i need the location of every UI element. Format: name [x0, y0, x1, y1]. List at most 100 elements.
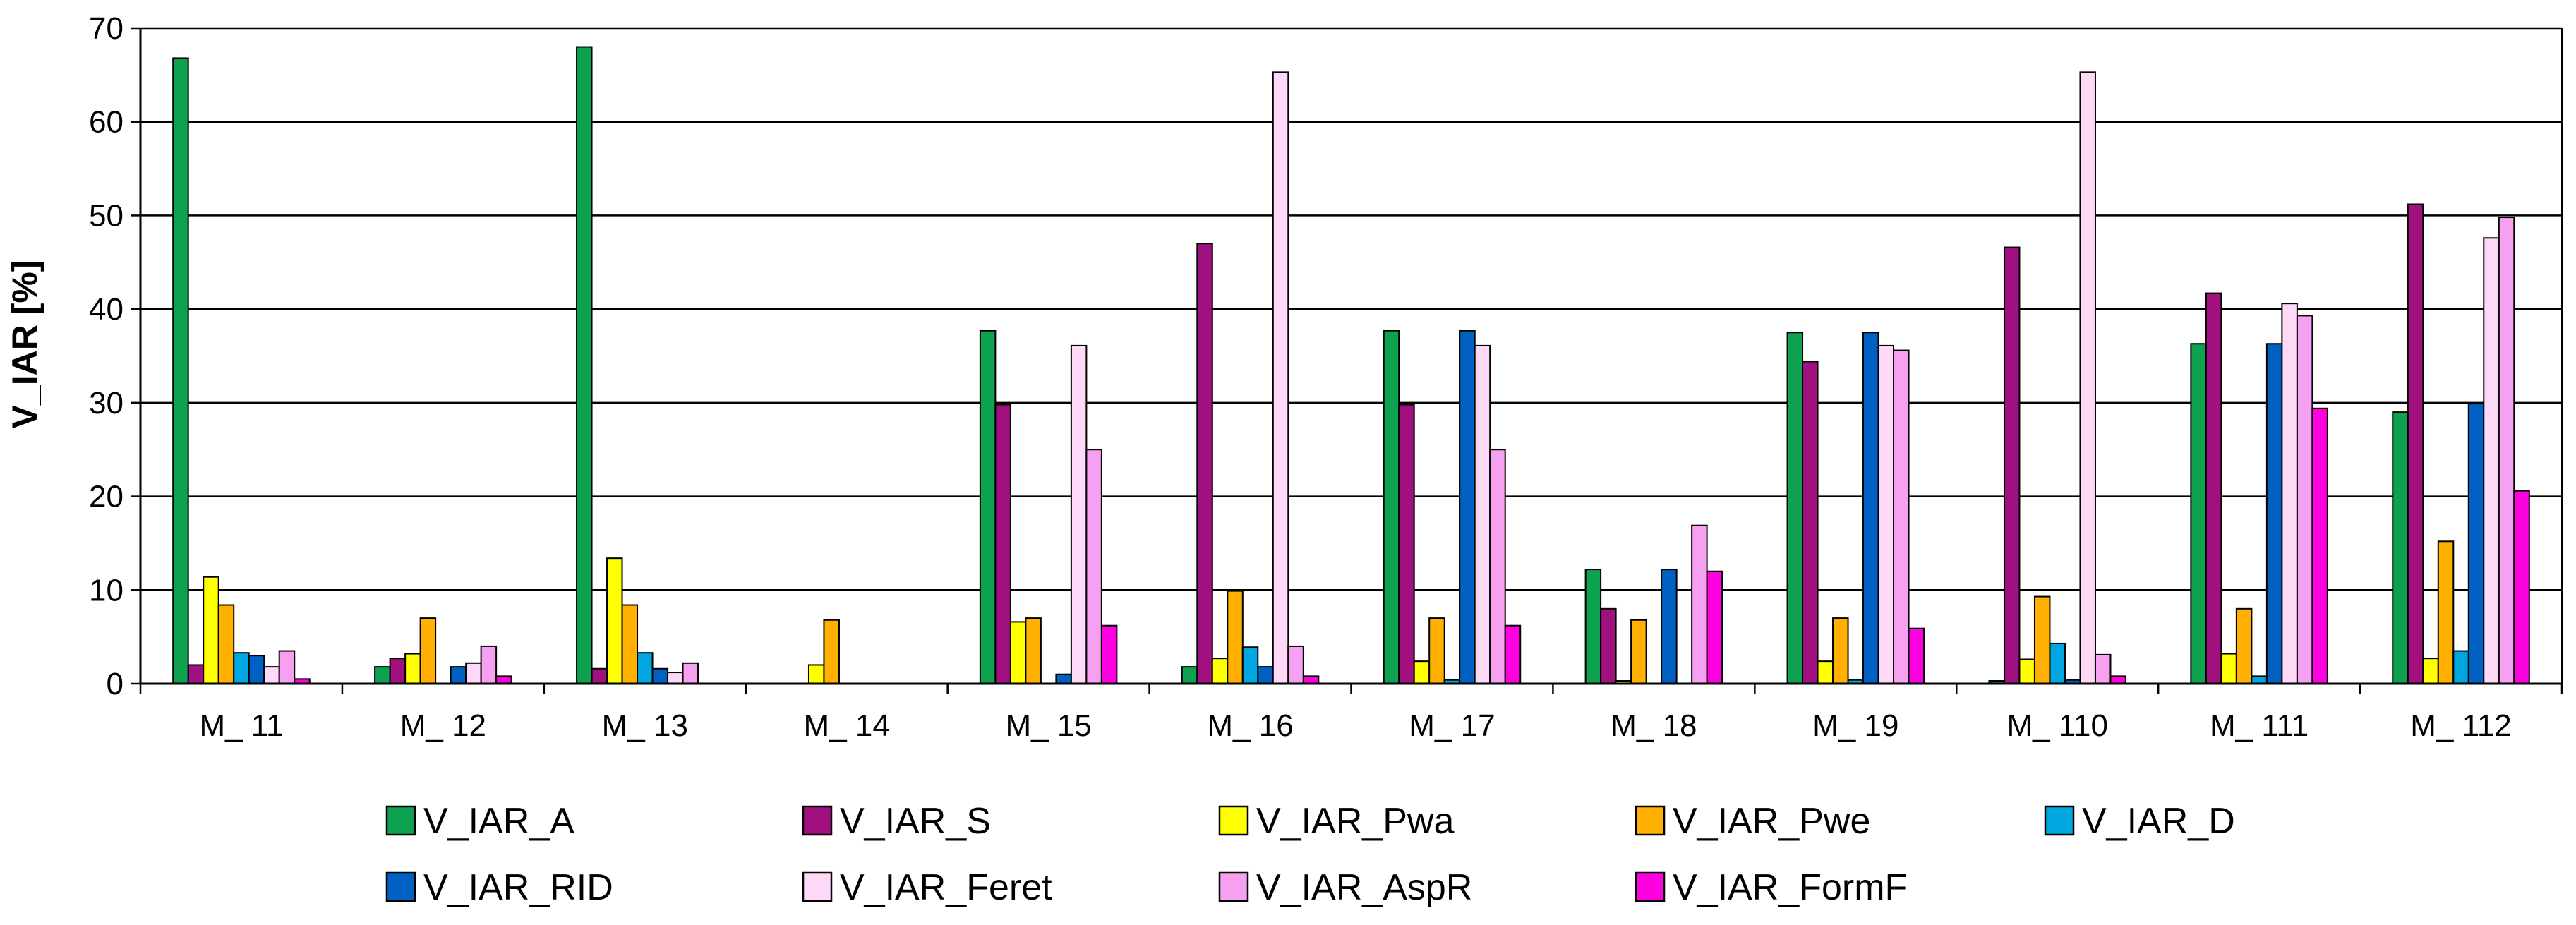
legend-swatch — [2044, 805, 2075, 836]
bar — [682, 662, 699, 684]
bar — [1489, 449, 1506, 684]
bar — [1832, 617, 1849, 684]
bar — [2407, 203, 2424, 684]
bar — [823, 619, 840, 684]
legend-label: V_IAR_FormF — [1673, 867, 1907, 908]
bar — [1272, 71, 1289, 684]
bar — [1802, 361, 1819, 684]
bar — [233, 652, 250, 684]
y-tick-label: 60 — [89, 105, 124, 140]
y-tick-label: 20 — [89, 480, 124, 514]
legend-label: V_IAR_Pwe — [1673, 801, 1870, 842]
bar — [389, 658, 407, 684]
bar — [1181, 666, 1198, 685]
bar — [1100, 624, 1118, 685]
legend-label: V_IAR_RID — [423, 867, 613, 908]
bar — [172, 57, 189, 685]
bar — [606, 557, 623, 684]
y-tick-labels: 0 10 20 30 40 50 60 70 — [89, 11, 124, 701]
bar — [2251, 675, 2268, 685]
bar — [465, 662, 482, 684]
bar — [667, 672, 684, 684]
bar — [2003, 246, 2021, 684]
bar — [1600, 607, 1617, 684]
bar — [1413, 660, 1431, 684]
bar — [2392, 411, 2409, 685]
bar — [1287, 645, 1304, 685]
legend-swatch — [1218, 871, 1249, 902]
bar — [1474, 344, 1491, 684]
bar — [248, 655, 265, 685]
bar — [2437, 540, 2455, 684]
legend-swatch — [802, 805, 833, 836]
bar — [2235, 607, 2253, 684]
legend-swatch — [1218, 805, 1249, 836]
bar — [1398, 404, 1415, 684]
y-tick-label: 40 — [89, 292, 124, 327]
bar — [651, 667, 669, 684]
bar — [2094, 653, 2112, 685]
bar — [621, 604, 639, 685]
bar — [2296, 315, 2313, 684]
legend-label: V_IAR_S — [840, 801, 991, 842]
x-tick-label: M_ 15 — [1005, 708, 1091, 743]
bar — [979, 330, 997, 684]
bar — [374, 666, 391, 685]
x-tick-label: M_ 110 — [2006, 708, 2108, 743]
bar — [637, 652, 654, 684]
bar — [450, 666, 467, 685]
bar — [1661, 569, 1678, 684]
y-tick-label: 70 — [89, 11, 124, 46]
bar — [994, 404, 1011, 684]
bar — [1786, 332, 1804, 684]
bar — [1211, 658, 1229, 684]
bar — [1025, 617, 1042, 684]
legend-label: V_IAR_Pwa — [1256, 801, 1454, 842]
x-tick-label: M_ 111 — [2210, 708, 2309, 743]
bar — [2049, 642, 2066, 685]
legend-swatch — [1635, 871, 1666, 902]
legend-swatch — [385, 805, 416, 836]
bar — [217, 604, 235, 685]
x-tick-label: M_ 14 — [804, 708, 890, 743]
x-tick-label: M_ 16 — [1207, 708, 1293, 743]
bar — [419, 617, 437, 684]
y-tick-label: 50 — [89, 198, 124, 233]
bar — [1706, 570, 1723, 684]
bars — [172, 46, 2530, 685]
x-tick-labels: M_ 11 M_ 12 M_ 13 M_ 14 M_ 15 M_ 16 M_ 17 M_ 18… — [199, 708, 2511, 743]
bar — [1302, 675, 1320, 685]
x-tick-label: M_ 13 — [602, 708, 688, 743]
bar — [1428, 617, 1445, 684]
bar — [2205, 292, 2222, 684]
bar — [1630, 619, 1647, 684]
bar — [1383, 330, 1400, 684]
bar — [1241, 646, 1259, 685]
bar — [278, 650, 296, 684]
bar — [2513, 490, 2530, 684]
bar — [576, 46, 593, 685]
bar — [187, 664, 205, 685]
bar — [1908, 627, 1925, 684]
bar — [1877, 344, 1895, 684]
axes — [131, 27, 2563, 694]
bar — [495, 675, 512, 685]
y-tick-label: 30 — [89, 386, 124, 421]
bar — [404, 653, 421, 685]
bar — [1504, 624, 1522, 685]
bar — [1196, 243, 1213, 684]
bar — [2220, 653, 2237, 685]
bar — [2311, 407, 2328, 684]
bar — [2033, 595, 2051, 685]
bar — [2109, 675, 2126, 685]
bar — [2422, 658, 2439, 684]
bar — [2483, 237, 2500, 684]
bar — [1862, 332, 1879, 684]
bar — [1817, 660, 1834, 684]
bar — [1893, 349, 1910, 684]
y-axis-title-group: V_IAR [%] — [5, 260, 44, 429]
y-tick-label: 0 — [107, 667, 124, 701]
legend-label: V_IAR_A — [423, 801, 574, 842]
x-tick-label: M_ 112 — [2410, 708, 2512, 743]
bar — [2079, 71, 2096, 684]
